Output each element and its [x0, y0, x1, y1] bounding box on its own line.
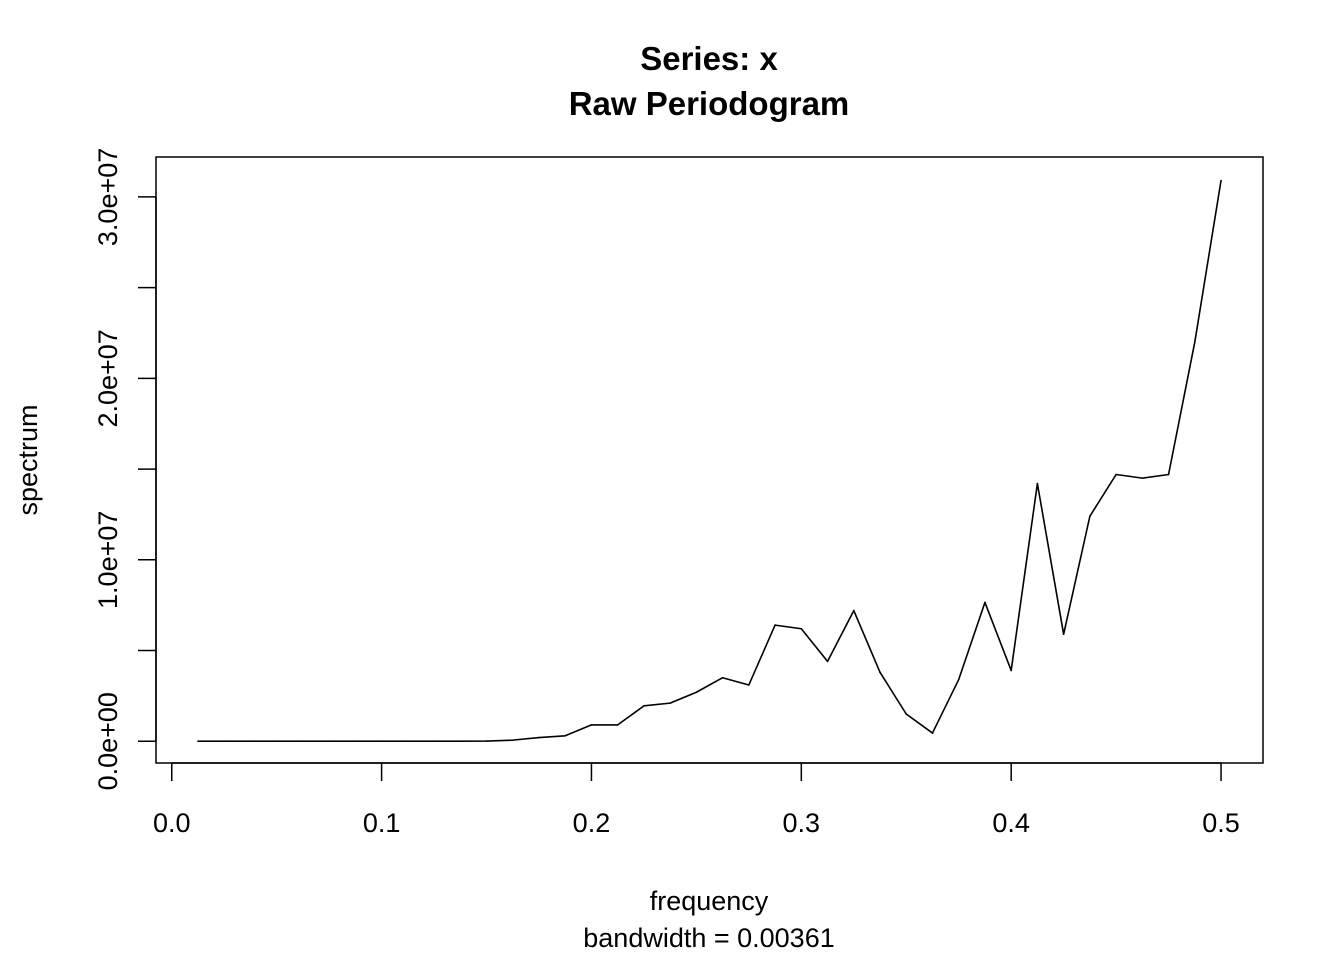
data-point [931, 732, 934, 734]
plot-frame [155, 156, 1264, 764]
data-point [1193, 341, 1196, 343]
x-tick-label: 0.3 [783, 808, 821, 838]
data-point [275, 740, 278, 743]
data-point [354, 740, 357, 743]
data-point [852, 609, 855, 612]
x-tick-label: 0.1 [363, 808, 401, 838]
data-point [1141, 477, 1144, 479]
data-point [459, 740, 462, 743]
data-point [1115, 473, 1117, 476]
x-axis-label: frequency [650, 886, 769, 916]
data-point [433, 740, 435, 743]
data-point [485, 740, 488, 742]
y-tick-label: 1.0e+07 [93, 511, 123, 609]
data-point [380, 740, 383, 743]
data-point [328, 740, 330, 743]
data-point [905, 713, 908, 715]
x-tick-label: 0.2 [573, 808, 611, 838]
data-point [1062, 633, 1065, 635]
data-point [1036, 482, 1039, 485]
data-point [407, 740, 409, 743]
x-axis: 0.0 0.1 0.2 0.3 0.4 0.5 [153, 762, 1240, 838]
x-axis-sublabel: bandwidth = 0.00361 [583, 923, 834, 953]
data-point [800, 627, 803, 630]
series-line-group [197, 179, 1222, 743]
data-point [669, 702, 671, 704]
y-axis: 0.0e+00 1.0e+07 2.0e+07 3.0e+07 [93, 148, 157, 790]
x-tick-label: 0.5 [1202, 808, 1240, 838]
data-point [223, 740, 226, 743]
y-tick-label: 2.0e+07 [93, 329, 123, 427]
data-point [616, 724, 619, 726]
chart-subtitle: Raw Periodogram [569, 85, 850, 122]
data-point [721, 676, 724, 679]
series-line [197, 180, 1222, 743]
data-point [643, 705, 645, 707]
chart-title: Series: x [640, 40, 778, 77]
data-point [538, 736, 540, 739]
data-point [774, 624, 776, 626]
data-point [695, 691, 698, 694]
data-point [826, 660, 829, 663]
x-tick-label: 0.0 [153, 808, 191, 838]
data-point [879, 671, 881, 674]
y-tick-label: 3.0e+07 [93, 148, 123, 246]
data-point [511, 739, 514, 741]
data-point [1167, 473, 1170, 476]
data-point [249, 740, 252, 743]
data-point [197, 740, 199, 743]
data-point [1010, 669, 1012, 672]
data-point [564, 734, 567, 737]
x-tick-label: 0.4 [992, 808, 1030, 838]
y-tick-label: 0.0e+00 [93, 692, 123, 790]
data-point [1220, 179, 1222, 182]
data-point [302, 740, 304, 743]
data-point [590, 724, 593, 726]
data-point [957, 678, 960, 681]
data-point [748, 684, 750, 686]
data-point [984, 601, 986, 604]
data-point [1089, 515, 1091, 518]
y-axis-label: spectrum [13, 404, 43, 515]
